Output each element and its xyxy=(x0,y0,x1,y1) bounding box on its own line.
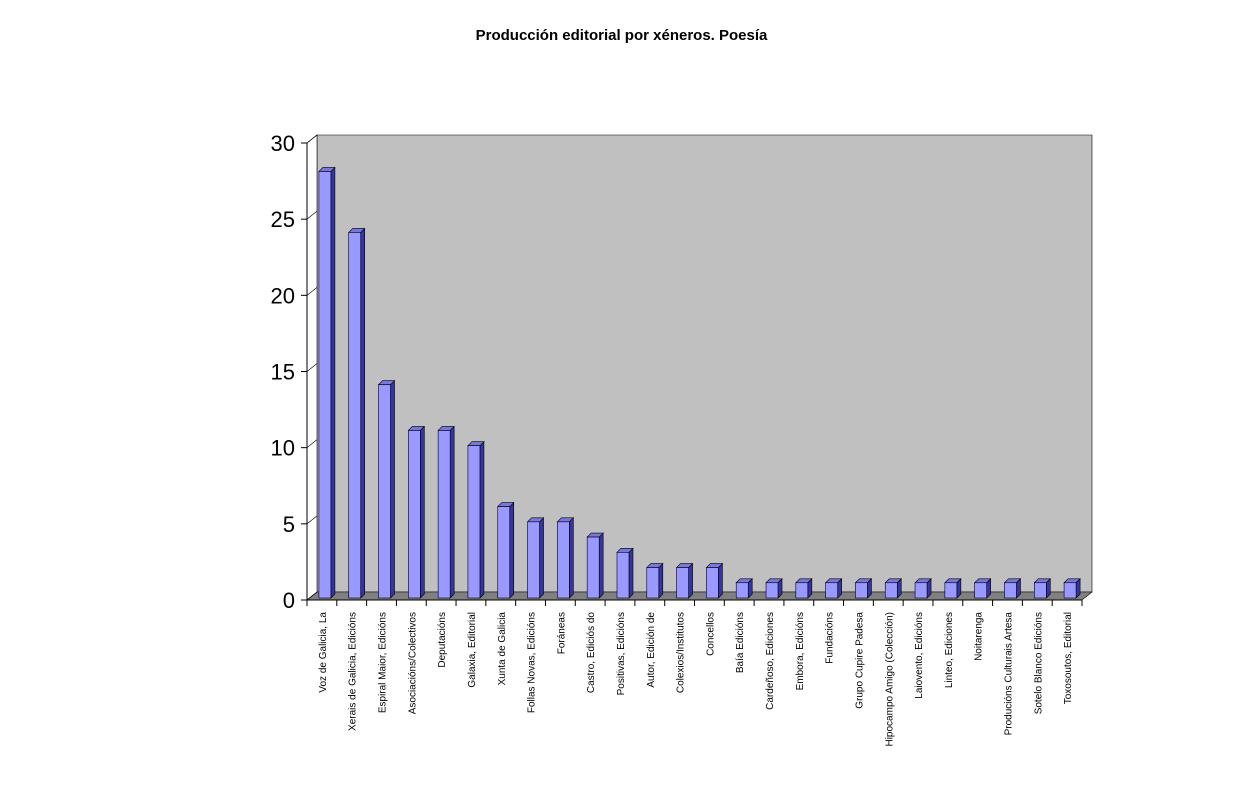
x-tick-label: Producións Culturais Artesa xyxy=(1003,612,1014,736)
bar-side xyxy=(390,380,395,599)
bar-side xyxy=(330,166,336,599)
y-tick-label: 10 xyxy=(271,436,295,461)
x-tick-label: Toxosoutos, Editorial xyxy=(1063,612,1074,704)
x-tick-label: Laiovento, Edicións xyxy=(914,612,925,699)
y-tick-label: 0 xyxy=(283,588,295,613)
bar xyxy=(706,567,719,599)
bar xyxy=(467,445,481,599)
bar xyxy=(944,582,958,599)
bar-side xyxy=(658,562,664,599)
y-tick-depth xyxy=(306,591,318,601)
bar xyxy=(1063,582,1077,599)
bar-side xyxy=(479,440,485,599)
bar-side xyxy=(628,547,634,599)
y-tick-depth xyxy=(306,287,318,296)
bar-side xyxy=(688,562,693,599)
y-tick-label: 20 xyxy=(271,283,295,308)
y-tick-label: 5 xyxy=(283,512,295,537)
x-tick-label: Concellos xyxy=(705,612,716,656)
y-tick-depth xyxy=(306,439,318,448)
x-tick-label: Follas Novas, Edicións xyxy=(527,612,538,713)
x-tick-label: Autor, Edición de xyxy=(646,612,657,688)
back-wall xyxy=(316,134,1093,593)
x-tick-label: Sotelo Blanco Edicións xyxy=(1033,612,1044,714)
bar xyxy=(497,506,511,599)
bar xyxy=(408,430,421,599)
bar xyxy=(1033,582,1047,599)
y-tick-label: 25 xyxy=(271,207,295,232)
x-tick-label: Asociacións/Colectivos xyxy=(407,612,418,714)
bar xyxy=(825,582,838,599)
x-tick-label: Cardeñoso, Ediciones xyxy=(765,612,776,710)
bar xyxy=(616,551,630,599)
bar xyxy=(437,430,451,599)
x-tick-label: Castro, Ediciós do xyxy=(586,612,597,694)
bar xyxy=(646,567,660,599)
x-tick-label: Colexios/Institutos xyxy=(676,612,687,693)
bar xyxy=(676,567,689,599)
x-tick-label: Fundacións xyxy=(825,612,836,664)
x-tick-label: Noitarenga xyxy=(974,612,985,661)
bar xyxy=(318,171,332,599)
bar xyxy=(914,582,928,599)
x-tick-label: Galaxia, Editorial xyxy=(467,612,478,688)
chart-title: Producción editorial por xéneros. Poesía xyxy=(475,27,768,44)
bar xyxy=(855,582,868,599)
bar-side xyxy=(420,425,425,599)
y-tick-label: 15 xyxy=(271,360,295,385)
x-tick-label: Espiral Maior, Edicións xyxy=(378,612,389,713)
x-tick-label: Baía Edicións xyxy=(735,612,746,673)
x-tick-label: Voz de Galicia, La xyxy=(318,612,329,693)
bar xyxy=(735,582,749,599)
bar-side xyxy=(539,517,544,599)
bar xyxy=(974,582,987,599)
bar xyxy=(527,521,540,599)
y-tick-depth xyxy=(306,210,318,220)
x-tick-label: Grupo Cupire Padesa xyxy=(854,612,865,709)
bar-side xyxy=(509,501,515,599)
bar-side xyxy=(449,425,455,599)
x-tick-label: Linteo, Ediciones xyxy=(944,612,955,688)
bar-side xyxy=(569,517,574,599)
x-tick-label: Positivas, Edicións xyxy=(616,612,627,695)
x-tick-label: Foráneas xyxy=(556,612,567,654)
y-tick-depth xyxy=(306,134,318,144)
bar xyxy=(1004,582,1017,599)
bar-side xyxy=(598,532,604,599)
x-tick-label: Embora, Edicións xyxy=(795,612,806,690)
bar xyxy=(795,582,809,599)
bar xyxy=(586,536,600,599)
bar xyxy=(378,384,391,599)
floor xyxy=(306,591,1093,601)
y-tick-depth xyxy=(306,363,318,372)
x-tick-label: Xerais de Galicia, Edicións xyxy=(348,612,359,731)
x-tick-label: Xunta de Galicia xyxy=(497,612,508,686)
y-tick-depth xyxy=(306,515,318,525)
bar xyxy=(348,232,362,599)
y-tick-label: 30 xyxy=(271,131,295,156)
bar xyxy=(765,582,779,599)
x-tick-label: Hipocampo Amigo (Colección) xyxy=(884,612,895,747)
bar xyxy=(557,521,570,599)
bar-side xyxy=(360,227,366,599)
x-tick-label: Deputacións xyxy=(437,612,448,668)
bar xyxy=(884,582,898,599)
bar-side xyxy=(718,562,723,599)
